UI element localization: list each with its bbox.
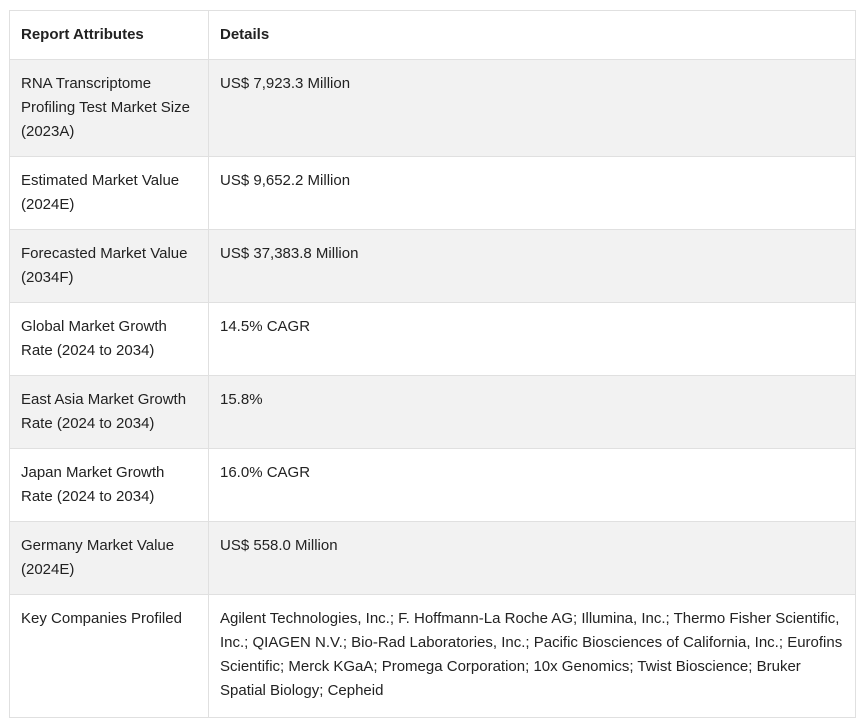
- detail-cell: 15.8%: [208, 375, 856, 449]
- attribute-cell: Germany Market Value (2024E): [9, 521, 209, 595]
- attribute-cell: Japan Market Growth Rate (2024 to 2034): [9, 448, 209, 522]
- report-table: Report Attributes Details RNA Transcripto…: [9, 10, 856, 718]
- table-row: Forecasted Market Value (2034F) US$ 37,38…: [9, 229, 856, 303]
- header-row: Report Attributes Details: [9, 10, 856, 60]
- header-cell: Report Attributes: [9, 10, 209, 60]
- table-row: Germany Market Value (2024E) US$ 558.0 Mi…: [9, 521, 856, 595]
- table-row: Key Companies Profiled Agilent Technologi…: [9, 594, 856, 718]
- table-row: Global Market Growth Rate (2024 to 2034)…: [9, 302, 856, 376]
- table-row: RNA Transcriptome Profiling Test Market …: [9, 59, 856, 157]
- attribute-cell: East Asia Market Growth Rate (2024 to 20…: [9, 375, 209, 449]
- table-row: Estimated Market Value (2024E) US$ 9,652.…: [9, 156, 856, 230]
- header-cell: Details: [208, 10, 856, 60]
- table-row: East Asia Market Growth Rate (2024 to 20…: [9, 375, 856, 449]
- attribute-cell: Global Market Growth Rate (2024 to 2034): [9, 302, 209, 376]
- detail-cell: US$ 7,923.3 Million: [208, 59, 856, 157]
- detail-cell: 14.5% CAGR: [208, 302, 856, 376]
- detail-cell: Agilent Technologies, Inc.; F. Hoffmann-…: [208, 594, 856, 718]
- detail-cell: US$ 9,652.2 Million: [208, 156, 856, 230]
- detail-cell: 16.0% CAGR: [208, 448, 856, 522]
- attribute-cell: Estimated Market Value (2024E): [9, 156, 209, 230]
- detail-cell: US$ 558.0 Million: [208, 521, 856, 595]
- table-row: Japan Market Growth Rate (2024 to 2034) 1…: [9, 448, 856, 522]
- attribute-cell: Forecasted Market Value (2034F): [9, 229, 209, 303]
- attribute-cell: Key Companies Profiled: [9, 594, 209, 718]
- attribute-cell: RNA Transcriptome Profiling Test Market …: [9, 59, 209, 157]
- detail-cell: US$ 37,383.8 Million: [208, 229, 856, 303]
